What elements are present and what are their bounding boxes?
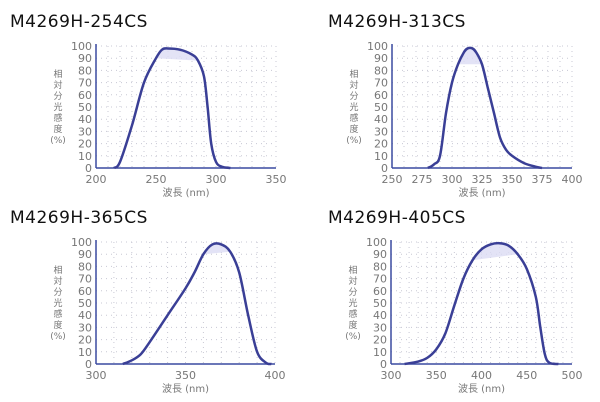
y-tick-label: 80 xyxy=(373,260,387,273)
y-tick-label: 70 xyxy=(373,273,387,286)
chart-254: M4269H-254CS 0 10 20 30 40 50 60 70 80 90 100 200 250… xyxy=(0,0,300,200)
y-tick-label: 40 xyxy=(78,309,92,322)
series-line-M4269H-405CS xyxy=(404,241,559,366)
chart-title: M4269H-254CS xyxy=(10,12,148,32)
x-tick-label: 250 xyxy=(382,173,403,186)
y-tick-label: 70 xyxy=(374,77,388,90)
x-tick-label: 400 xyxy=(562,173,583,186)
y-tick-label: 50 xyxy=(78,297,92,310)
y-tick-label: 30 xyxy=(373,321,387,334)
y-tick-label: 100 xyxy=(71,236,92,249)
x-tick-label: 400 xyxy=(471,369,492,382)
x-tick-label: 275 xyxy=(412,173,433,186)
y-tick-label: 0 xyxy=(381,162,388,175)
y-tick-label: 0 xyxy=(380,358,387,371)
x-tick-label: 300 xyxy=(442,173,463,186)
chart-title: M4269H-365CS xyxy=(10,208,148,228)
series-line-M4269H-313CS xyxy=(427,46,543,170)
y-tick-label: 50 xyxy=(373,297,387,310)
y-tick-label: 90 xyxy=(78,248,92,261)
series-line-M4269H-365CS xyxy=(122,242,272,366)
y-tick-label: 10 xyxy=(373,346,387,359)
y-axis-label: 相対分光感度(%) xyxy=(345,266,361,342)
y-tick-label: 10 xyxy=(78,150,92,163)
y-tick-label: 80 xyxy=(78,260,92,273)
y-tick-label: 20 xyxy=(374,138,388,151)
x-tick-label: 350 xyxy=(502,173,523,186)
y-tick-label: 60 xyxy=(78,89,92,102)
y-tick-label: 90 xyxy=(373,248,387,261)
x-tick-label: 250 xyxy=(146,173,167,186)
y-tick-label: 60 xyxy=(373,285,387,298)
y-tick-label: 60 xyxy=(374,89,388,102)
y-tick-label: 100 xyxy=(366,236,387,249)
x-tick-label: 375 xyxy=(532,173,553,186)
y-tick-label: 50 xyxy=(78,101,92,114)
x-tick-label: 350 xyxy=(426,369,447,382)
y-tick-label: 30 xyxy=(78,321,92,334)
y-tick-label: 0 xyxy=(85,162,92,175)
peak-fill xyxy=(156,48,198,61)
chart-title: M4269H-405CS xyxy=(328,208,466,228)
y-tick-label: 30 xyxy=(78,125,92,138)
y-tick-label: 90 xyxy=(374,52,388,65)
y-tick-label: 100 xyxy=(367,40,388,53)
y-tick-label: 10 xyxy=(374,150,388,163)
chart-365: M4269H-365CS 0 10 20 30 40 50 60 70 80 90 100 300 350… xyxy=(0,196,300,396)
y-tick-label: 80 xyxy=(78,64,92,77)
y-tick-label: 60 xyxy=(78,285,92,298)
series-line-M4269H-254CS xyxy=(113,47,231,170)
x-axis-label: 波長 (nm) xyxy=(458,186,505,199)
x-tick-label: 350 xyxy=(266,173,287,186)
y-tick-label: 20 xyxy=(373,334,387,347)
x-tick-label: 300 xyxy=(381,369,402,382)
x-tick-label: 500 xyxy=(562,369,583,382)
x-tick-label: 400 xyxy=(265,369,286,382)
y-tick-label: 20 xyxy=(78,138,92,151)
y-axis-label: 相対分光感度(%) xyxy=(50,266,66,342)
chart-405: M4269H-405CS 0 10 20 30 40 50 60 70 80 90 100 300 350… xyxy=(300,196,600,396)
y-tick-label: 100 xyxy=(71,40,92,53)
y-tick-label: 20 xyxy=(78,334,92,347)
y-tick-label: 40 xyxy=(373,309,387,322)
y-tick-label: 50 xyxy=(374,101,388,114)
peak-fill xyxy=(472,243,518,261)
y-tick-label: 30 xyxy=(374,125,388,138)
y-tick-label: 80 xyxy=(374,64,388,77)
y-tick-label: 10 xyxy=(78,346,92,359)
y-tick-label: 40 xyxy=(374,113,388,126)
x-tick-label: 200 xyxy=(86,173,107,186)
x-tick-label: 300 xyxy=(86,369,107,382)
x-axis-label: 波長 (nm) xyxy=(162,382,209,395)
y-tick-label: 70 xyxy=(78,273,92,286)
chart-title: M4269H-313CS xyxy=(328,12,466,32)
x-tick-label: 450 xyxy=(516,369,537,382)
y-tick-label: 70 xyxy=(78,77,92,90)
y-tick-label: 90 xyxy=(78,52,92,65)
x-axis-label: 波長 (nm) xyxy=(458,382,505,395)
y-tick-label: 0 xyxy=(85,358,92,371)
y-axis-label: 相対分光感度(%) xyxy=(346,70,362,146)
y-axis-label: 相対分光感度(%) xyxy=(50,70,66,146)
x-tick-label: 325 xyxy=(472,173,493,186)
chart-313: M4269H-313CS 0 10 20 30 40 50 60 70 80 90 100 250 275… xyxy=(300,0,600,200)
x-tick-label: 300 xyxy=(206,173,227,186)
x-axis-label: 波長 (nm) xyxy=(162,186,209,199)
y-tick-label: 40 xyxy=(78,113,92,126)
x-tick-label: 350 xyxy=(175,369,196,382)
